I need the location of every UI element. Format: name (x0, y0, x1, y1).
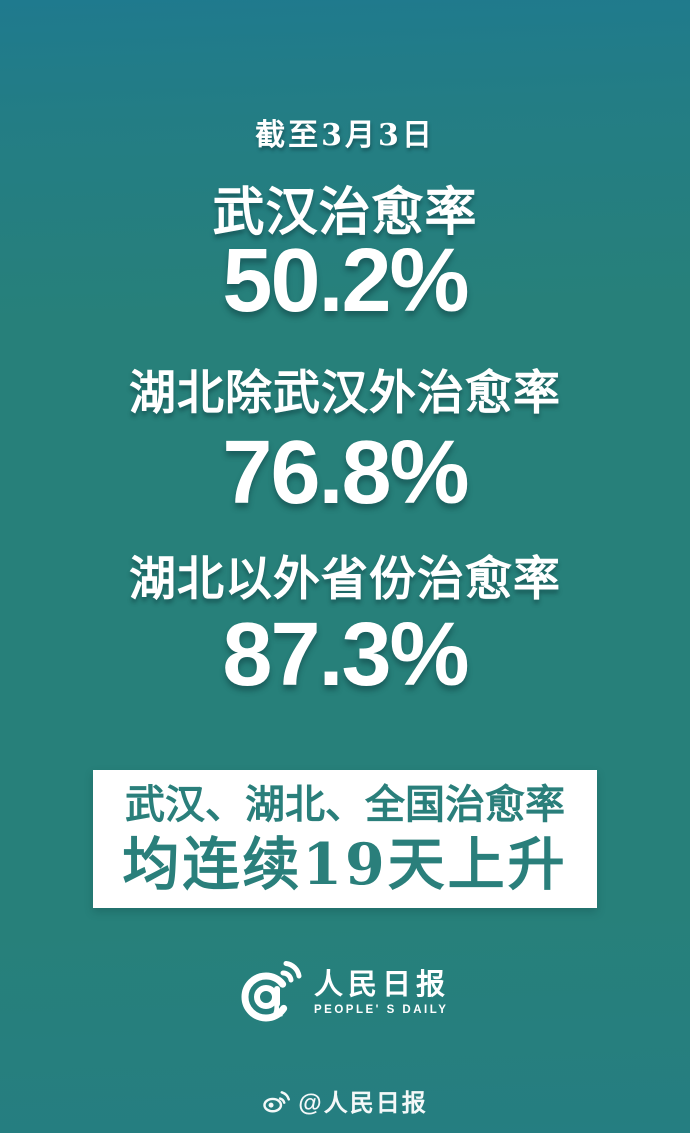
logo-en-text: PEOPLE' S DAILY (313, 1004, 449, 1016)
weibo-icon (263, 1090, 291, 1113)
at-megaphone-icon (241, 961, 302, 1022)
footer-handle: @人民日报 (298, 1090, 428, 1117)
logo-cn-text: 人民日报 (313, 969, 450, 1001)
logo-text: 人民日报 PEOPLE' S DAILY (314, 968, 450, 1016)
highlight-box: 武汉、湖北、全国治愈率 均连续19天上升 (93, 770, 597, 908)
highlight-line2: 均连续19天上升 (122, 831, 568, 898)
stat-label-wuhan: 武汉治愈率 (212, 184, 478, 242)
stat-value-wuhan: 50.2% (222, 231, 469, 331)
date-label: 截至3月3日 (255, 118, 435, 153)
stat-value-hubei-excl-wuhan: 76.8% (222, 423, 469, 523)
stat-value-outside-hubei: 87.3% (222, 605, 469, 705)
footer-credit: @人民日报 (0, 1083, 690, 1118)
highlight-line1: 武汉、湖北、全国治愈率 (125, 781, 565, 828)
peoples-daily-logo: 人民日报 PEOPLE' S DAILY (0, 958, 690, 1026)
stat-label-hubei-excl-wuhan: 湖北除武汉外治愈率 (129, 366, 561, 419)
stat-label-outside-hubei: 湖北以外省份治愈率 (129, 552, 561, 605)
